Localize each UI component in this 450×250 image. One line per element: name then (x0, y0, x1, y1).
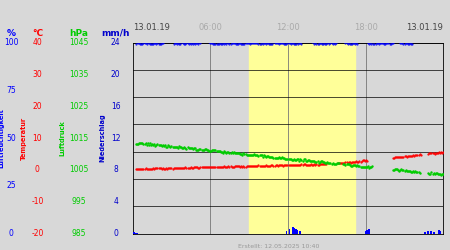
Bar (433, 232, 435, 234)
Bar (293, 228, 295, 234)
Text: 1015: 1015 (69, 134, 88, 142)
Bar (285, 232, 288, 234)
Text: 18:00: 18:00 (354, 24, 378, 32)
Text: Luftdruck: Luftdruck (59, 120, 65, 156)
Text: 1025: 1025 (69, 102, 88, 111)
Bar (297, 230, 298, 234)
Text: Luftfeuchtigkeit: Luftfeuchtigkeit (0, 108, 4, 168)
Text: 50: 50 (6, 134, 16, 142)
Bar (133, 232, 135, 234)
Bar (295, 229, 297, 234)
Text: 13.01.19: 13.01.19 (133, 24, 170, 32)
Text: hPa: hPa (69, 28, 88, 38)
Text: 20: 20 (111, 70, 121, 79)
Bar (424, 232, 426, 234)
Text: 985: 985 (72, 229, 86, 238)
Text: 4: 4 (113, 198, 118, 206)
Text: 40: 40 (32, 38, 42, 47)
Text: -10: -10 (31, 198, 44, 206)
Text: 75: 75 (6, 86, 16, 95)
Bar (438, 230, 440, 234)
Bar (136, 233, 138, 234)
Bar (249, 42, 355, 234)
Text: 1045: 1045 (69, 38, 89, 47)
Text: 24: 24 (111, 38, 121, 47)
Text: 1035: 1035 (69, 70, 89, 79)
Text: 16: 16 (111, 102, 121, 111)
Bar (292, 227, 293, 234)
Text: 995: 995 (72, 198, 86, 206)
Text: 8: 8 (113, 166, 118, 174)
Text: 0: 0 (9, 229, 14, 238)
Text: 1005: 1005 (69, 166, 89, 174)
Text: 100: 100 (4, 38, 18, 47)
Bar (288, 229, 291, 234)
Bar (366, 230, 368, 234)
Text: 30: 30 (32, 70, 42, 79)
Text: Erstellt: 12.05.2025 10:40: Erstellt: 12.05.2025 10:40 (238, 244, 320, 249)
Text: 06:00: 06:00 (198, 24, 222, 32)
Text: °C: °C (32, 28, 43, 38)
Text: 20: 20 (32, 102, 42, 111)
Text: 10: 10 (32, 134, 42, 142)
Text: 13.01.19: 13.01.19 (406, 24, 443, 32)
Text: 12: 12 (111, 134, 121, 142)
Text: Temperatur: Temperatur (21, 116, 27, 160)
Bar (427, 232, 429, 234)
Text: 12:00: 12:00 (276, 24, 300, 32)
Bar (368, 229, 369, 234)
Text: 0: 0 (35, 166, 40, 174)
Bar (135, 232, 137, 234)
Bar (364, 232, 367, 234)
Text: mm/h: mm/h (101, 28, 130, 38)
Text: -20: -20 (31, 229, 44, 238)
Text: 0: 0 (113, 229, 118, 238)
Bar (439, 232, 441, 234)
Text: Niederschlag: Niederschlag (99, 114, 106, 162)
Bar (430, 231, 432, 234)
Bar (300, 232, 302, 234)
Text: 25: 25 (6, 182, 16, 190)
Text: %: % (7, 28, 16, 38)
